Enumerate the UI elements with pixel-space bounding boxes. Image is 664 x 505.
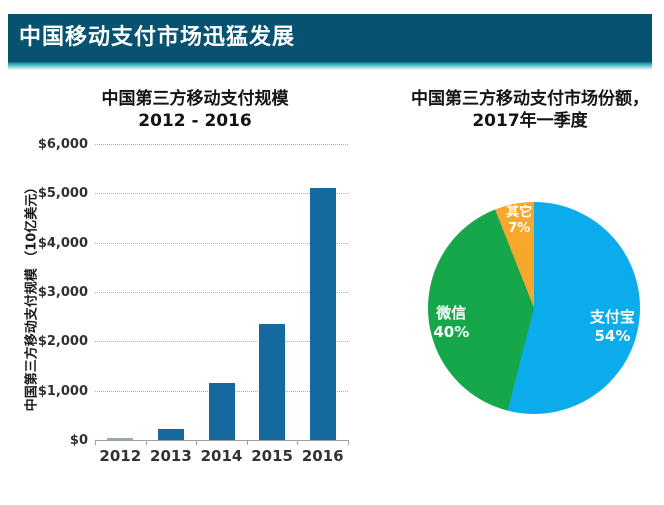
bar-2013: [157, 429, 184, 440]
pie-label-54%: 支付宝 54%: [590, 308, 635, 346]
pie-label-40%: 微信 40%: [433, 304, 469, 342]
x-axis-tick: [348, 440, 349, 445]
bar-2015: [259, 324, 286, 440]
y-axis-tick-labels: $6,000 $5,000 $4,000 $3,000 $2,000 $1,000 $0: [28, 137, 88, 448]
x-axis-tick: [145, 440, 147, 445]
bar-2012: [107, 438, 134, 440]
y-tick-label: $1,000: [37, 383, 88, 399]
pie-graphic: 支付宝 54% 微信 40% 其它 7%: [428, 202, 640, 414]
gridline: [95, 341, 348, 343]
bar-2016: [309, 188, 336, 440]
pie-label-7%: 其它 7%: [506, 205, 532, 237]
pie-slice-percent: 40%: [433, 322, 470, 341]
pie-slice-name: 微信: [436, 303, 467, 322]
x-axis-tick: [297, 440, 299, 445]
gridline: [95, 144, 348, 145]
bar-chart-title-line2: 2012 - 2016: [138, 111, 252, 131]
x-tick-label: 2013: [150, 447, 192, 465]
x-tick-label: 2016: [301, 447, 344, 465]
pie-chart-title-line2: 2017年一季度: [472, 111, 588, 131]
x-axis-tick: [196, 440, 198, 445]
x-axis-tick: [246, 440, 248, 445]
x-tick-label: 2012: [99, 447, 142, 465]
pie-slice-percent: 54%: [594, 327, 631, 346]
pie-chart-title-line1: 中国第三方移动支付市场份额，: [411, 89, 649, 109]
bar-chart-title: 中国第三方移动支付规模 2012 - 2016: [45, 88, 345, 132]
y-tick-label: $3,000: [37, 285, 88, 300]
y-tick-label: $5,000: [37, 186, 88, 202]
bar-plot-area: [95, 144, 349, 445]
gridline: [95, 242, 348, 244]
pie-slice-percent: 7%: [508, 221, 531, 237]
x-axis-tick: [95, 440, 96, 445]
pie-chart-title: 中国第三方移动支付市场份额， 2017年一季度: [396, 88, 664, 132]
gridline: [95, 292, 348, 293]
bar-2014: [208, 383, 235, 440]
gridline: [95, 193, 348, 195]
y-tick-label: $0: [69, 433, 88, 448]
x-tick-label: 2015: [251, 447, 293, 465]
header-banner: 中国移动支付市场迅猛发展: [8, 14, 652, 62]
x-axis-labels: 2012 2013 2014 2015 2016: [95, 447, 348, 467]
pie-slice-name: 支付宝: [589, 308, 635, 327]
y-tick-label: $4,000: [37, 235, 88, 251]
y-tick-label: $2,000: [37, 334, 88, 350]
y-tick-label: $6,000: [37, 137, 88, 152]
pie-slice-name: 其它: [506, 205, 533, 221]
page-title: 中国移动支付市场迅猛发展: [19, 25, 296, 50]
bar-chart-title-line1: 中国第三方移动支付规模: [101, 89, 289, 109]
x-tick-label: 2014: [200, 447, 243, 465]
header-underline: [8, 62, 652, 70]
